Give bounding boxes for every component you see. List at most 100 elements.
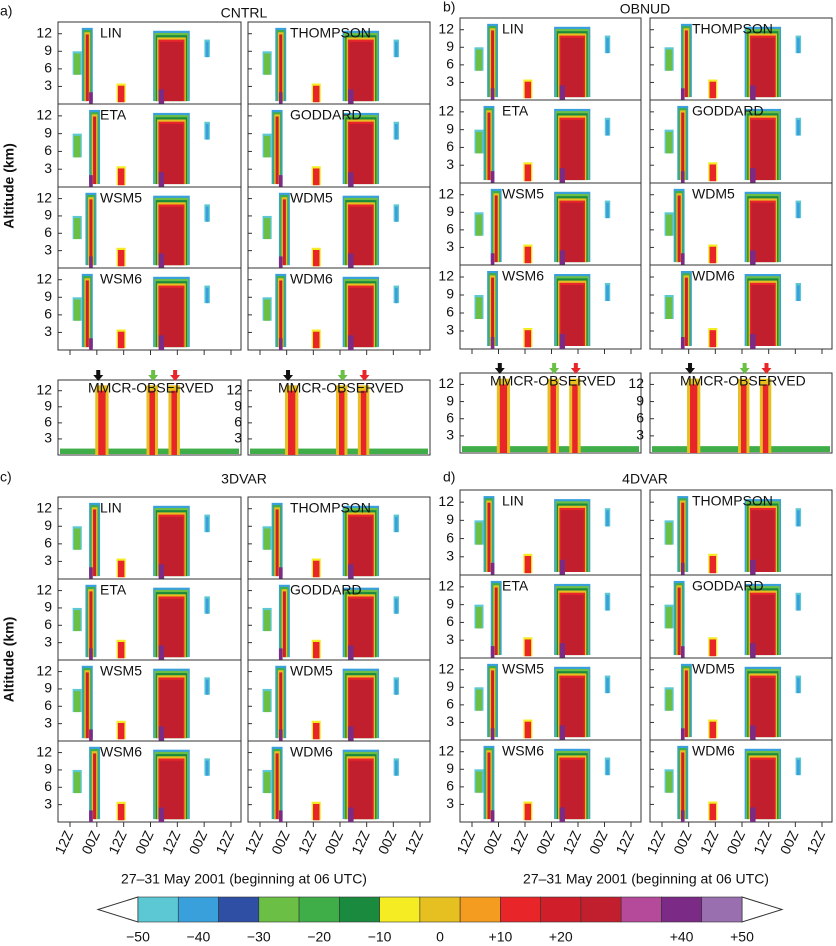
panel-name: WDM5 — [290, 663, 333, 679]
echo — [159, 679, 184, 739]
colorbar-label: −20 — [307, 929, 331, 945]
colorbar-swatch — [540, 896, 582, 923]
echo — [750, 559, 756, 575]
echo — [278, 92, 283, 104]
x-tick-label: 00Z — [321, 828, 346, 857]
y-tick-label: 12 — [36, 189, 52, 205]
echo — [275, 116, 279, 185]
echo — [677, 195, 681, 263]
colorbar-label: −40 — [187, 929, 211, 945]
echo — [559, 250, 565, 265]
y-tick-label: 9 — [446, 286, 454, 302]
panel-name: WDM5 — [692, 661, 735, 677]
x-tick-label: 00Z — [375, 828, 400, 857]
echo — [475, 297, 483, 319]
x-tick-label: 12Z — [401, 828, 426, 857]
echo — [73, 218, 81, 240]
echo — [490, 337, 495, 349]
echo — [681, 112, 685, 181]
x-tick-label: 12Z — [803, 828, 828, 857]
echo — [665, 606, 673, 629]
echo — [709, 803, 717, 821]
echo — [205, 760, 209, 776]
x-tick-label: 12Z — [643, 828, 668, 857]
panel-name: WDM5 — [692, 186, 735, 202]
echo — [313, 168, 320, 186]
panel-frame — [247, 578, 431, 661]
echo — [796, 594, 800, 611]
echo — [263, 772, 271, 794]
y-tick-label: 9 — [446, 120, 454, 136]
y-tick-label: 9 — [446, 392, 454, 408]
echo — [665, 297, 673, 319]
echo — [750, 643, 756, 658]
y-tick-label: 6 — [44, 535, 52, 551]
echo — [348, 807, 354, 822]
echo — [750, 334, 756, 349]
echo — [85, 34, 89, 102]
echo — [681, 752, 685, 820]
echo — [665, 131, 673, 154]
y-tick-label: 3 — [44, 633, 52, 649]
echo — [159, 516, 184, 577]
echo — [394, 760, 398, 776]
group-title: CNTRL — [221, 5, 268, 21]
echo — [349, 41, 373, 102]
panel-name: LIN — [100, 25, 122, 41]
y-tick-label: 3 — [446, 238, 454, 254]
echo — [560, 510, 584, 572]
y-tick-label: 3 — [44, 77, 52, 93]
echo — [796, 510, 800, 527]
echo — [709, 639, 717, 657]
echo — [339, 390, 345, 455]
echo — [475, 522, 483, 545]
echo — [279, 280, 283, 348]
echo — [690, 384, 698, 453]
y-tick-label: 6 — [446, 778, 454, 794]
panel-name: WDM6 — [290, 744, 333, 760]
panel-frame — [649, 657, 833, 741]
observed-name: MMCR-OBSERVED — [490, 373, 616, 389]
echo — [158, 807, 165, 822]
panel-name: GODDARD — [290, 582, 362, 598]
echo — [313, 85, 320, 103]
echo — [349, 206, 373, 266]
panel-letter: c) — [0, 469, 12, 485]
echo — [606, 594, 609, 611]
echo — [475, 771, 483, 793]
y-tick-label: 12 — [438, 268, 454, 284]
y-tick-label: 3 — [446, 547, 454, 563]
panel-name: GODDARD — [692, 578, 764, 594]
echo — [282, 591, 286, 658]
echo — [394, 123, 398, 140]
panel-name: WDM6 — [290, 271, 333, 287]
echo — [394, 206, 398, 222]
x-tick-label: 12Z — [51, 828, 76, 857]
group-title: 3DVAR — [221, 471, 267, 487]
echo — [89, 810, 93, 822]
colorbar-swatch — [258, 896, 300, 923]
echo — [171, 390, 177, 455]
echo — [73, 528, 81, 550]
colorbar-swatch — [137, 896, 179, 923]
echo — [560, 759, 584, 820]
echo — [524, 246, 532, 264]
colorbar-end — [741, 896, 784, 923]
x-tick-label: 12Z — [612, 828, 637, 857]
echo — [117, 560, 125, 578]
echo — [349, 516, 373, 577]
y-tick-label: 6 — [446, 696, 454, 712]
colorbar-swatch — [298, 896, 340, 923]
echo — [263, 610, 271, 632]
y-tick-label: 6 — [446, 138, 454, 154]
echo — [524, 330, 532, 348]
echo — [158, 564, 165, 579]
panel-name: WSM5 — [100, 190, 142, 206]
y-tick-label: 9 — [44, 761, 52, 777]
colorbar-label: +20 — [549, 929, 573, 945]
echo — [89, 256, 93, 268]
echo — [684, 277, 688, 346]
echo — [751, 677, 775, 738]
y-tick-label: 6 — [44, 616, 52, 632]
colorbar-label: −50 — [126, 929, 150, 945]
